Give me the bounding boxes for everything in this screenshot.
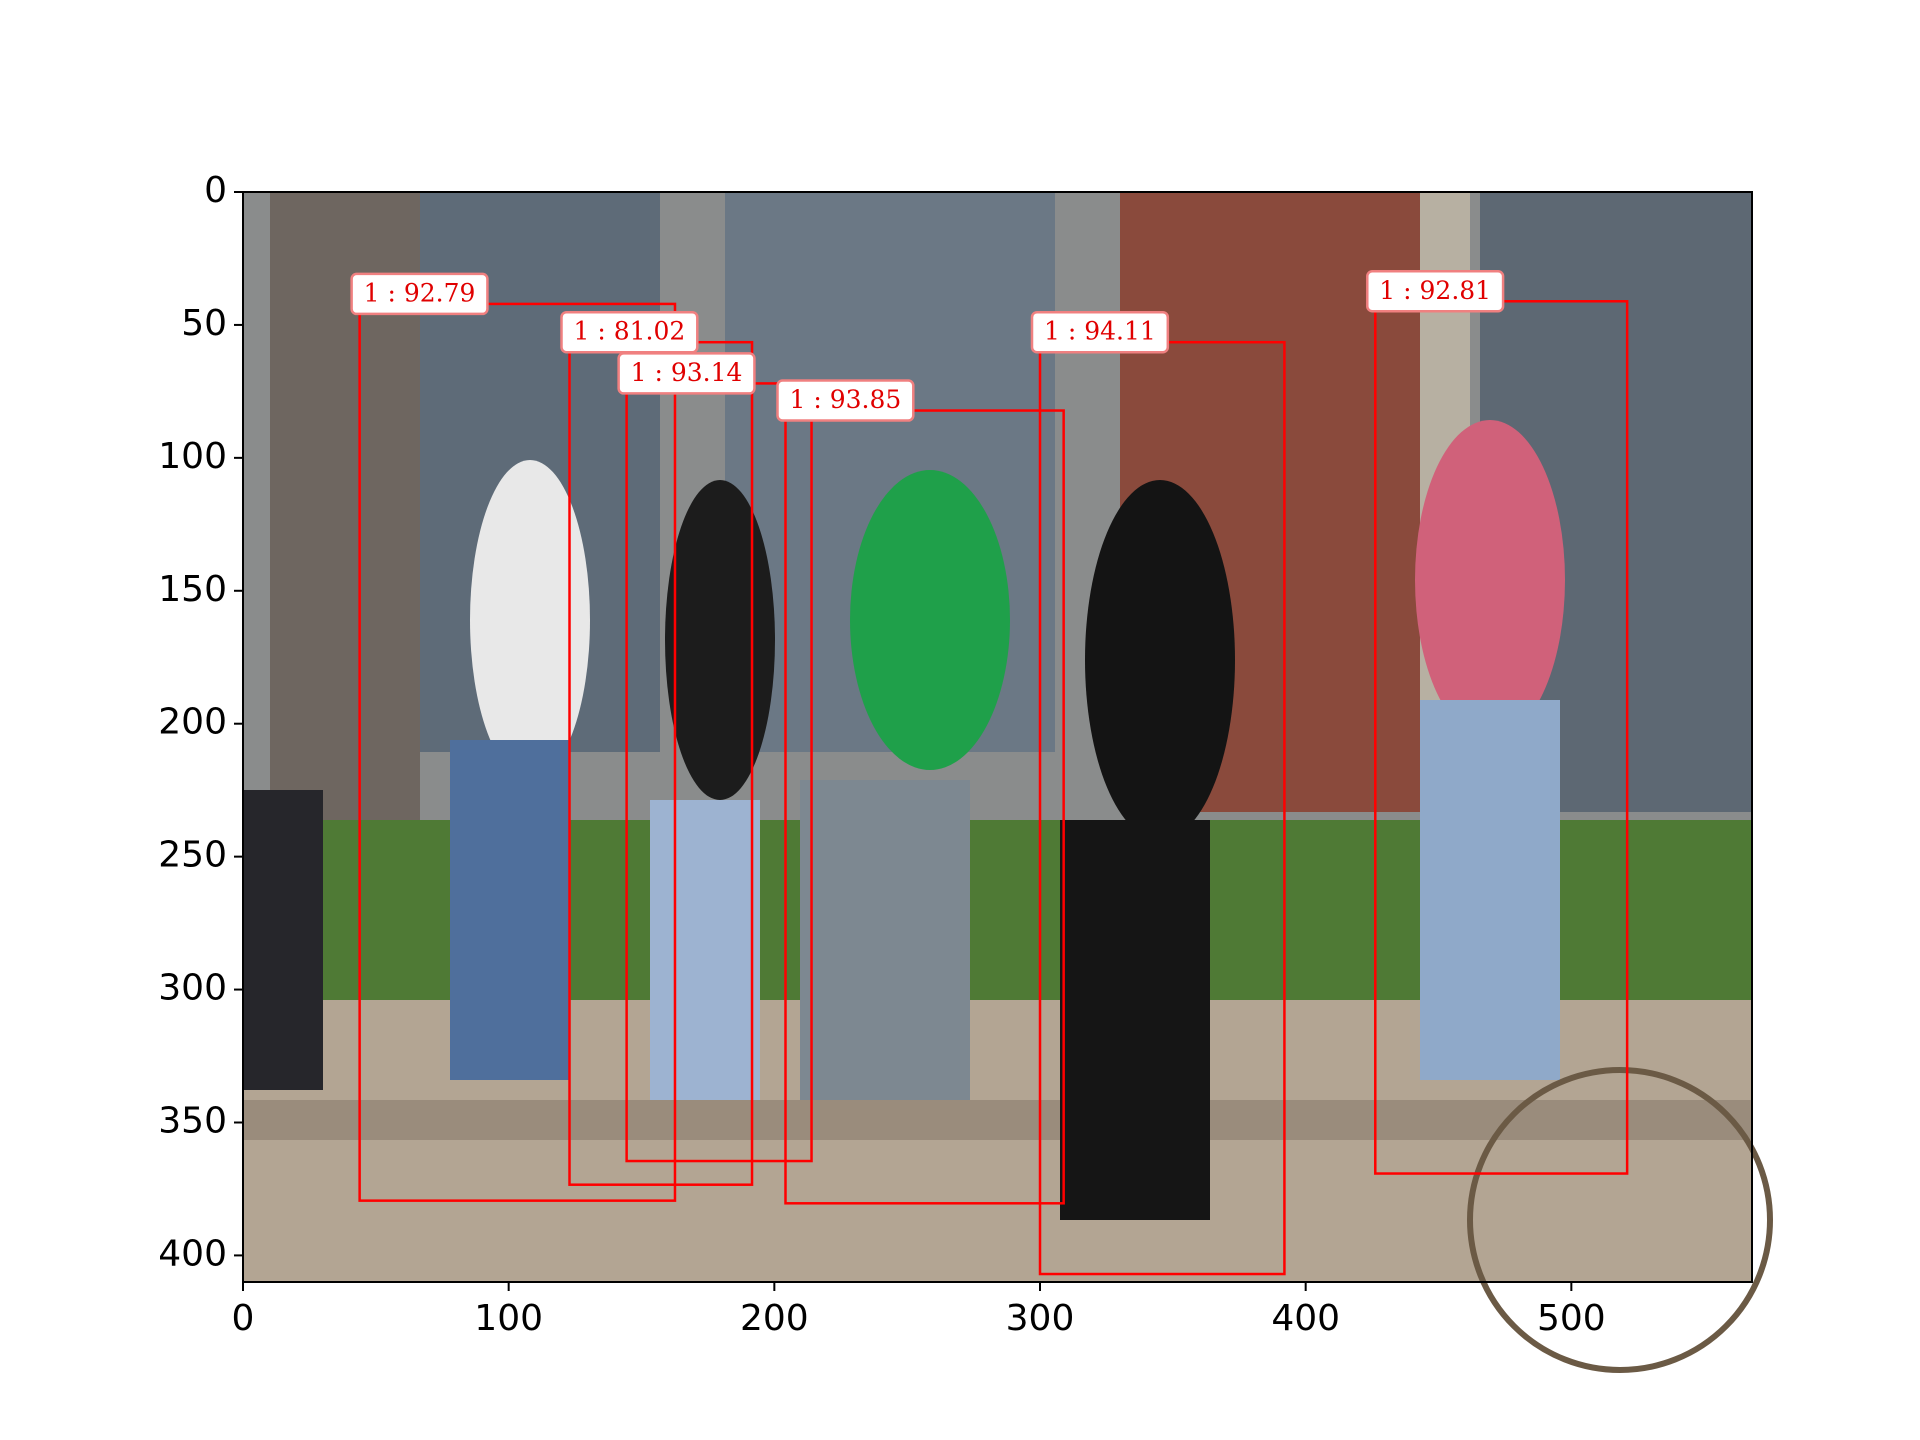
y-tick-label: 100 xyxy=(158,436,227,477)
x-tick-label: 0 xyxy=(232,1298,255,1339)
box-label: 1 : 93.14 xyxy=(631,358,743,387)
bounding-box xyxy=(358,302,677,1202)
y-tick-label: 300 xyxy=(158,968,227,1009)
photo xyxy=(243,192,1773,1373)
x-tick-label: 300 xyxy=(1006,1298,1075,1339)
label-box xyxy=(776,379,915,422)
box-label: 1 : 81.02 xyxy=(574,317,686,346)
y-tick-label: 250 xyxy=(158,835,227,876)
box-label: 1 : 94.11 xyxy=(1044,317,1156,346)
y-tick-label: 200 xyxy=(158,702,227,743)
label-box xyxy=(350,272,489,316)
axes-frame xyxy=(242,191,1753,1283)
box-label: 1 : 93.85 xyxy=(789,385,901,414)
label-box xyxy=(1366,270,1505,313)
y-tick-label: 400 xyxy=(158,1233,227,1274)
x-tick-label: 400 xyxy=(1271,1298,1340,1339)
overlay: 0 100 200 300 400 500 0 50 100 150 200 250 300 350 400… xyxy=(158,170,1629,1339)
box-label: 1 : 92.81 xyxy=(1379,276,1491,305)
y-tick-label: 50 xyxy=(181,303,227,344)
box-label: 1 : 92.79 xyxy=(364,278,476,307)
y-tick-label: 150 xyxy=(158,569,227,610)
x-tick-label: 100 xyxy=(474,1298,543,1339)
x-tick-label: 500 xyxy=(1537,1298,1606,1339)
y-tick-label: 0 xyxy=(204,170,227,211)
label-box xyxy=(617,352,756,395)
y-tick-label: 350 xyxy=(158,1100,227,1141)
x-tick-label: 200 xyxy=(740,1298,809,1339)
bounding-box xyxy=(784,409,1065,1205)
label-box xyxy=(1030,310,1170,354)
